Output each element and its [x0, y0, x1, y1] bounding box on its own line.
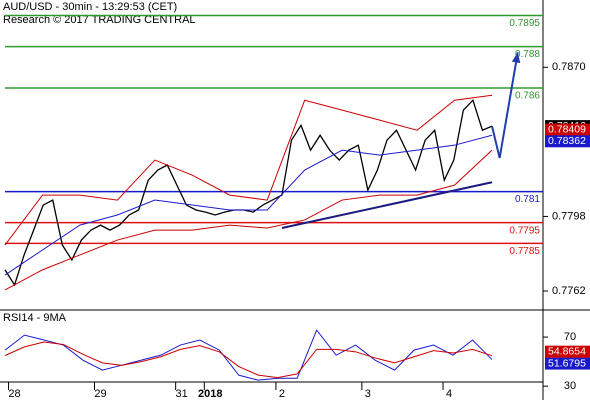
- rsi-marker: [545, 345, 590, 358]
- rsi-line: [4, 329, 493, 381]
- rsi-marker-label: 51.6795: [548, 357, 586, 369]
- trendline: [281, 181, 493, 230]
- level-label: 0.781: [515, 194, 540, 205]
- x-tick-label: 28: [8, 388, 20, 400]
- rsi-marker-label: 54.8654: [548, 345, 586, 357]
- price-marker-label: 0.78362: [548, 135, 586, 147]
- x-tick-label: 29: [94, 388, 106, 400]
- chart-subtitle: Research © 2017 TRADING CENTRAL: [3, 14, 196, 26]
- price-line: [4, 98, 493, 287]
- arrow-head: [511, 52, 521, 64]
- x-tick-label: 3: [365, 388, 371, 400]
- y-tick-label: 0.7798: [552, 210, 586, 222]
- rsi-line: [4, 341, 493, 379]
- y-tick-label: 0.7762: [552, 285, 586, 297]
- rsi-tick-label: 70: [564, 331, 576, 343]
- rsi-marker: [545, 357, 590, 370]
- price-line: [4, 149, 493, 291]
- x-tick-label: 4: [446, 388, 452, 400]
- level-label: 0.7795: [509, 225, 540, 236]
- level-label: 0.786: [515, 91, 540, 102]
- forecast-arrow: [491, 52, 519, 159]
- x-tick-label: 31: [176, 388, 188, 400]
- rsi-tick-label: 30: [564, 380, 576, 392]
- rsi-title: RSI14 - 9MA: [3, 312, 67, 324]
- chart-title: AUD/USD - 30min - 13:29:53 (CET): [3, 1, 177, 13]
- level-label: 0.788: [515, 49, 540, 60]
- y-tick-label: 0.7870: [552, 61, 586, 73]
- level-label: 0.7785: [509, 246, 540, 257]
- price-marker: [545, 135, 590, 148]
- price-line: [4, 134, 493, 276]
- price-marker-label: 0.78409: [548, 123, 586, 135]
- level-label: 0.7895: [509, 18, 540, 29]
- price-line: [4, 94, 493, 246]
- x-tick-label: 2018: [198, 388, 222, 400]
- x-tick-label: 2: [279, 388, 285, 400]
- price-marker: [545, 123, 590, 136]
